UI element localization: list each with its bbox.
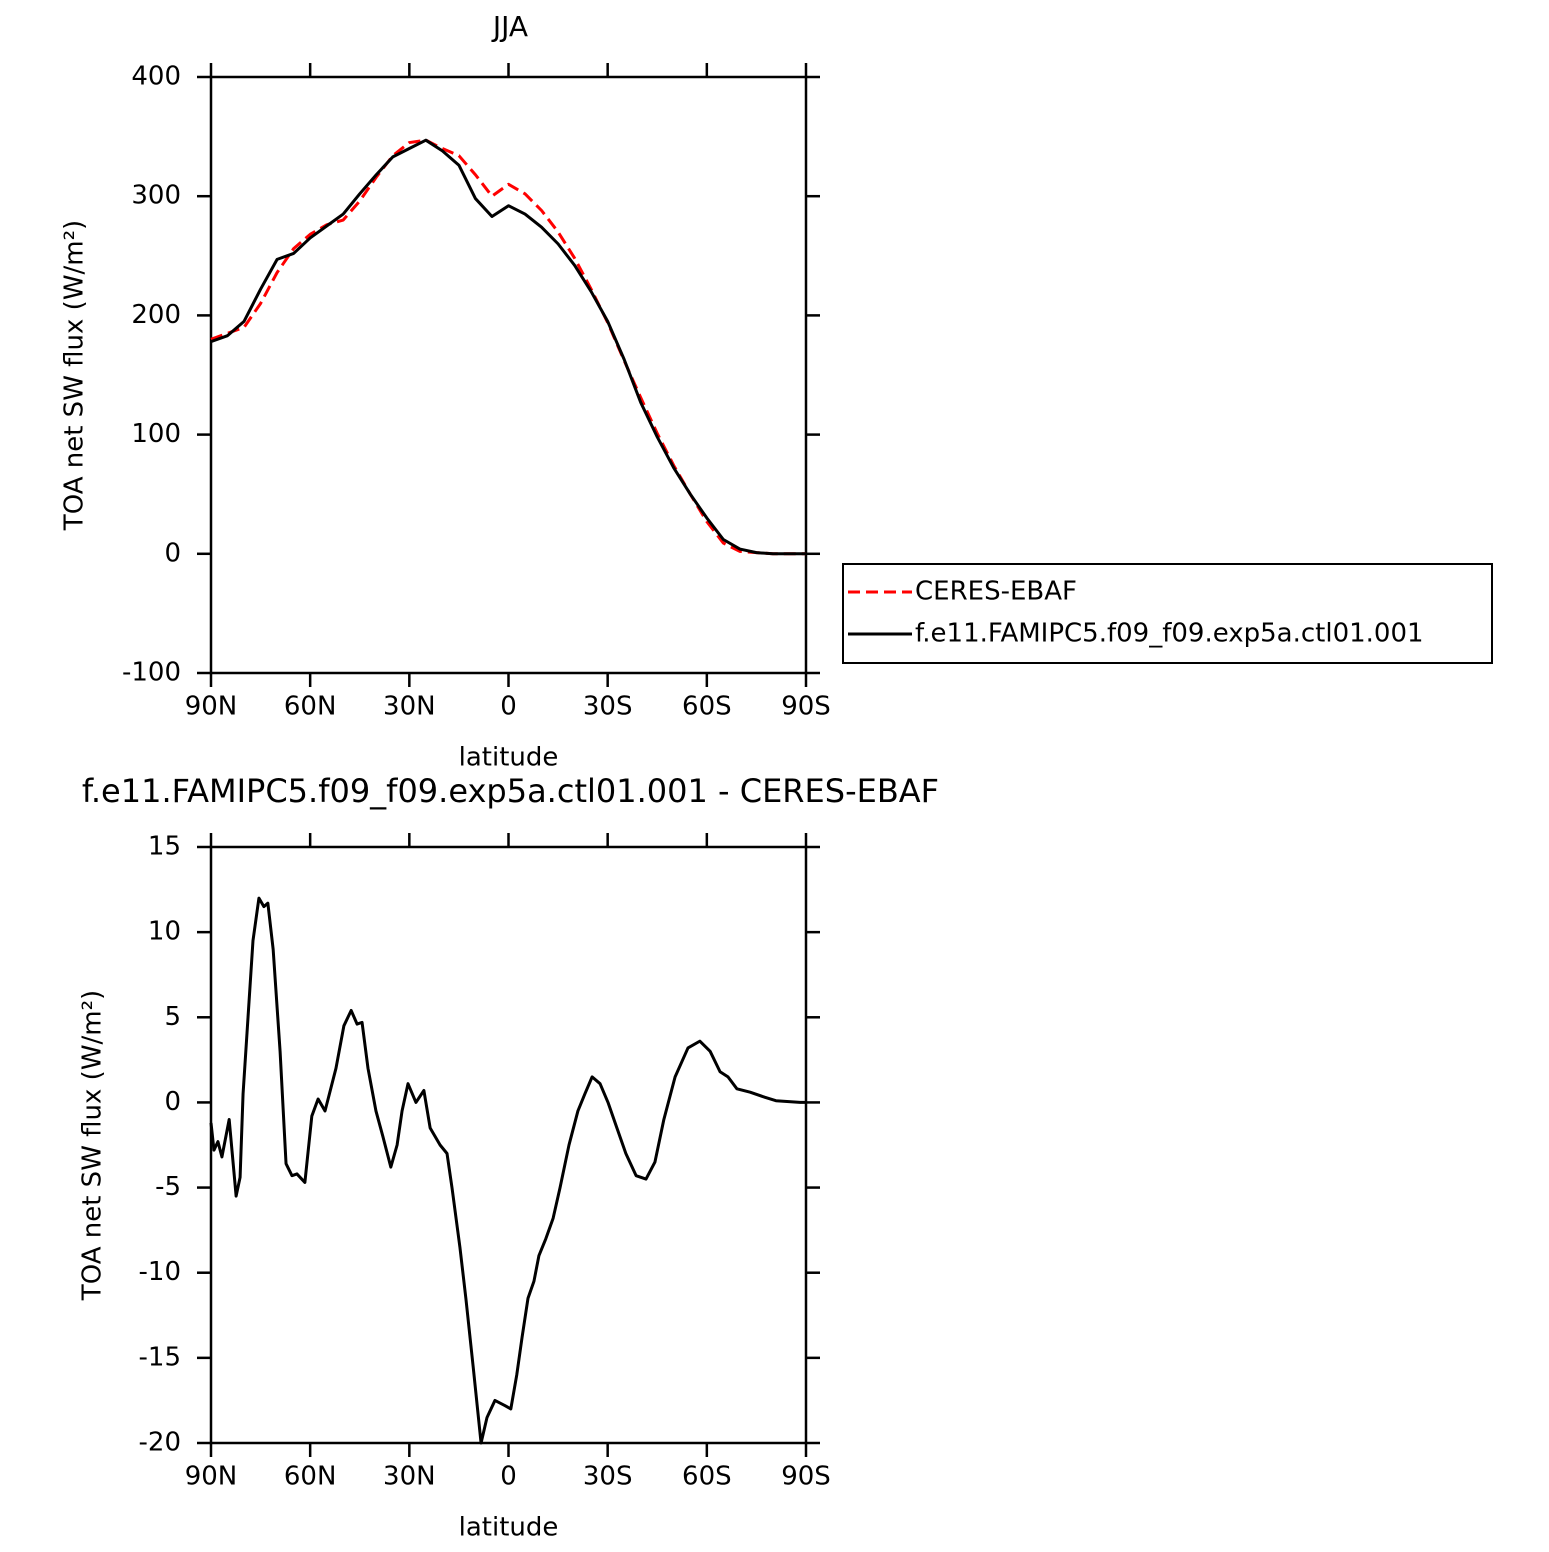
y-tick-label: 15 [148,832,181,862]
x-tick-label: 60N [284,692,337,722]
y-tick-label: -5 [155,1172,181,1202]
legend-box [842,563,1493,664]
y-tick-label: 100 [131,419,181,449]
y-tick-label: 0 [164,538,181,568]
x-tick-label: 90S [781,1462,831,1492]
x-tick-label: 0 [500,692,517,722]
y-tick-label: -15 [139,1342,181,1372]
data-line [210,138,806,556]
x-tick-label: 60N [284,1462,337,1492]
data-line [209,896,806,1445]
x-tick-label: 30N [383,692,436,722]
y-tick-label: -100 [122,658,181,688]
data-line [210,138,806,556]
y-tick-label: -10 [139,1257,181,1287]
legend-label: CERES-EBAF [915,577,1077,607]
x-tick-label: 90S [781,692,831,722]
x-axis-label: latitude [459,743,559,773]
y-tick-label: 10 [148,917,181,947]
x-tick-label: 90N [185,1462,238,1492]
legend-label: f.e11.FAMIPC5.f09_f09.exp5a.ctl01.001 [915,619,1424,649]
y-axis-label: TOA net SW flux (W/m²) [78,990,108,1301]
plot-frame [209,75,808,675]
y-tick-label: 5 [164,1002,181,1032]
x-tick-label: 30S [583,1462,633,1492]
y-tick-label: -20 [139,1428,181,1458]
x-tick-label: 60S [682,692,732,722]
chart-title: JJA [491,10,528,43]
y-axis-label: TOA net SW flux (W/m²) [60,220,90,531]
y-tick-label: 0 [164,1087,181,1117]
chart-title: f.e11.FAMIPC5.f09_f09.exp5a.ctl01.001 - … [82,772,939,810]
x-tick-label: 30N [383,1462,436,1492]
plot-frame [209,845,808,1445]
y-tick-label: 300 [131,181,181,211]
x-tick-label: 30S [583,692,633,722]
y-tick-label: 200 [131,300,181,330]
x-axis-label: latitude [459,1513,559,1543]
x-tick-label: 0 [500,1462,517,1492]
x-tick-label: 60S [682,1462,732,1492]
y-tick-label: 400 [131,62,181,92]
x-tick-label: 90N [185,692,238,722]
